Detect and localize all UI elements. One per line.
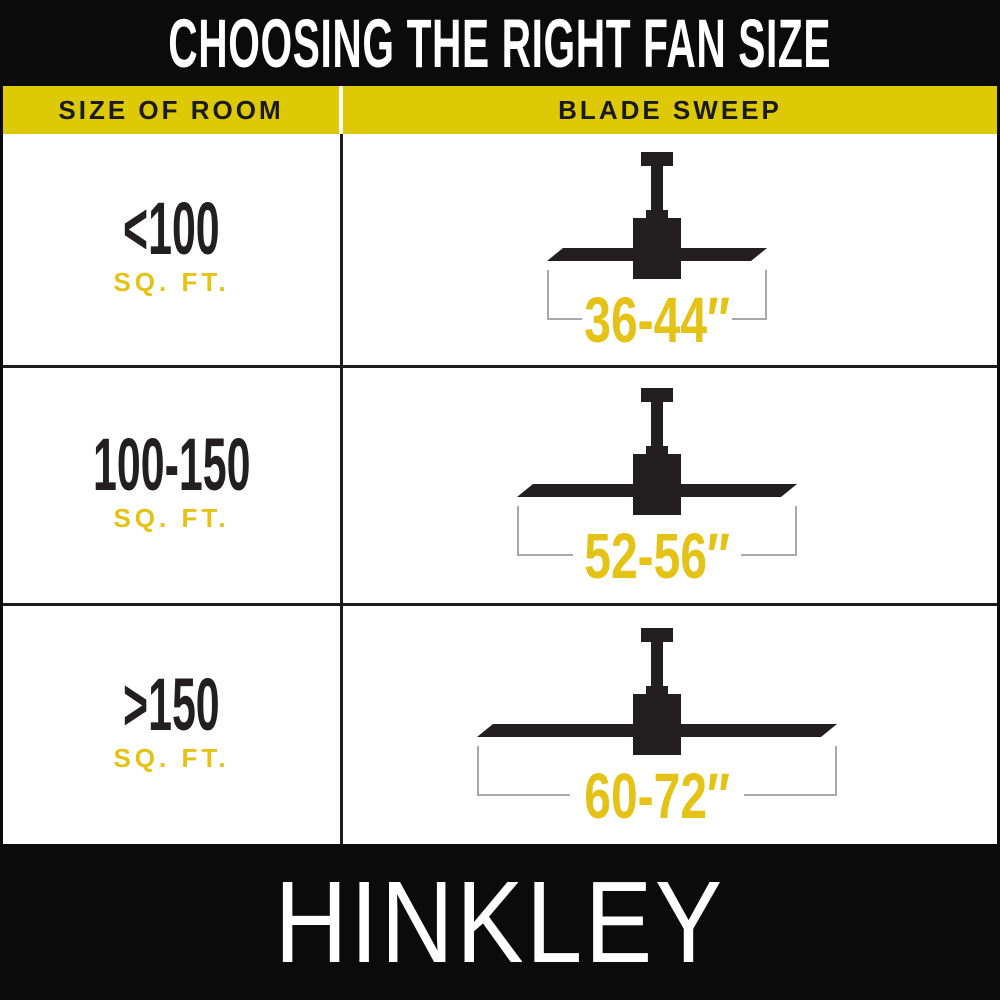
room-size-unit: SQ. FT. xyxy=(113,503,230,533)
ceiling-fan-icon xyxy=(547,152,767,320)
room-size-value: >150 xyxy=(123,662,220,746)
ceiling-fan-icon xyxy=(477,627,837,796)
sweep-label: 60-72″ xyxy=(584,759,730,832)
room-size-cell: <100 SQ. FT. xyxy=(3,134,343,365)
table-row: 100-150 SQ. FT. 52-56″ xyxy=(3,368,997,606)
column-header-size-of-room: SIZE OF ROOM xyxy=(3,86,343,134)
room-size-cell: 100-150 SQ. FT. xyxy=(3,368,343,603)
blade-sweep-cell: 36-44″ xyxy=(343,134,997,365)
blade-sweep-figure: 60-72″ xyxy=(477,627,837,828)
table-row: <100 SQ. FT. 36-44″ xyxy=(3,134,997,368)
ceiling-fan-icon xyxy=(517,388,797,556)
footer-bar: HINKLEY xyxy=(0,844,1000,1000)
header-bar: CHOOSING THE RIGHT FAN SIZE xyxy=(0,0,1000,86)
room-size-cell: >150 SQ. FT. xyxy=(3,606,343,844)
page-title: CHOOSING THE RIGHT FAN SIZE xyxy=(168,4,832,82)
brand-logo: HINKLEY xyxy=(274,857,726,987)
measure-bracket xyxy=(547,270,767,320)
column-header-label: BLADE SWEEP xyxy=(558,94,782,125)
room-size-value: 100-150 xyxy=(92,423,251,506)
column-header-blade-sweep: BLADE SWEEP xyxy=(343,86,997,134)
room-size-unit: SQ. FT. xyxy=(113,742,230,773)
table-row: >150 SQ. FT. 60-72″ xyxy=(3,606,997,844)
column-header-label: SIZE OF ROOM xyxy=(58,94,284,125)
measure-bracket xyxy=(477,745,837,796)
blade-sweep-figure: 36-44″ xyxy=(547,152,767,352)
room-size-value: <100 xyxy=(123,187,220,270)
blade-sweep-figure: 52-56″ xyxy=(517,388,797,588)
column-header-row: SIZE OF ROOM BLADE SWEEP xyxy=(3,86,997,134)
size-table: SIZE OF ROOM BLADE SWEEP <100 SQ. FT. 36… xyxy=(0,86,1000,844)
sweep-label: 36-44″ xyxy=(584,284,730,356)
measure-bracket xyxy=(517,506,797,556)
blade-sweep-cell: 52-56″ xyxy=(343,368,997,603)
room-size-unit: SQ. FT. xyxy=(113,267,230,297)
sweep-label: 52-56″ xyxy=(584,520,730,592)
blade-sweep-cell: 60-72″ xyxy=(343,606,997,844)
